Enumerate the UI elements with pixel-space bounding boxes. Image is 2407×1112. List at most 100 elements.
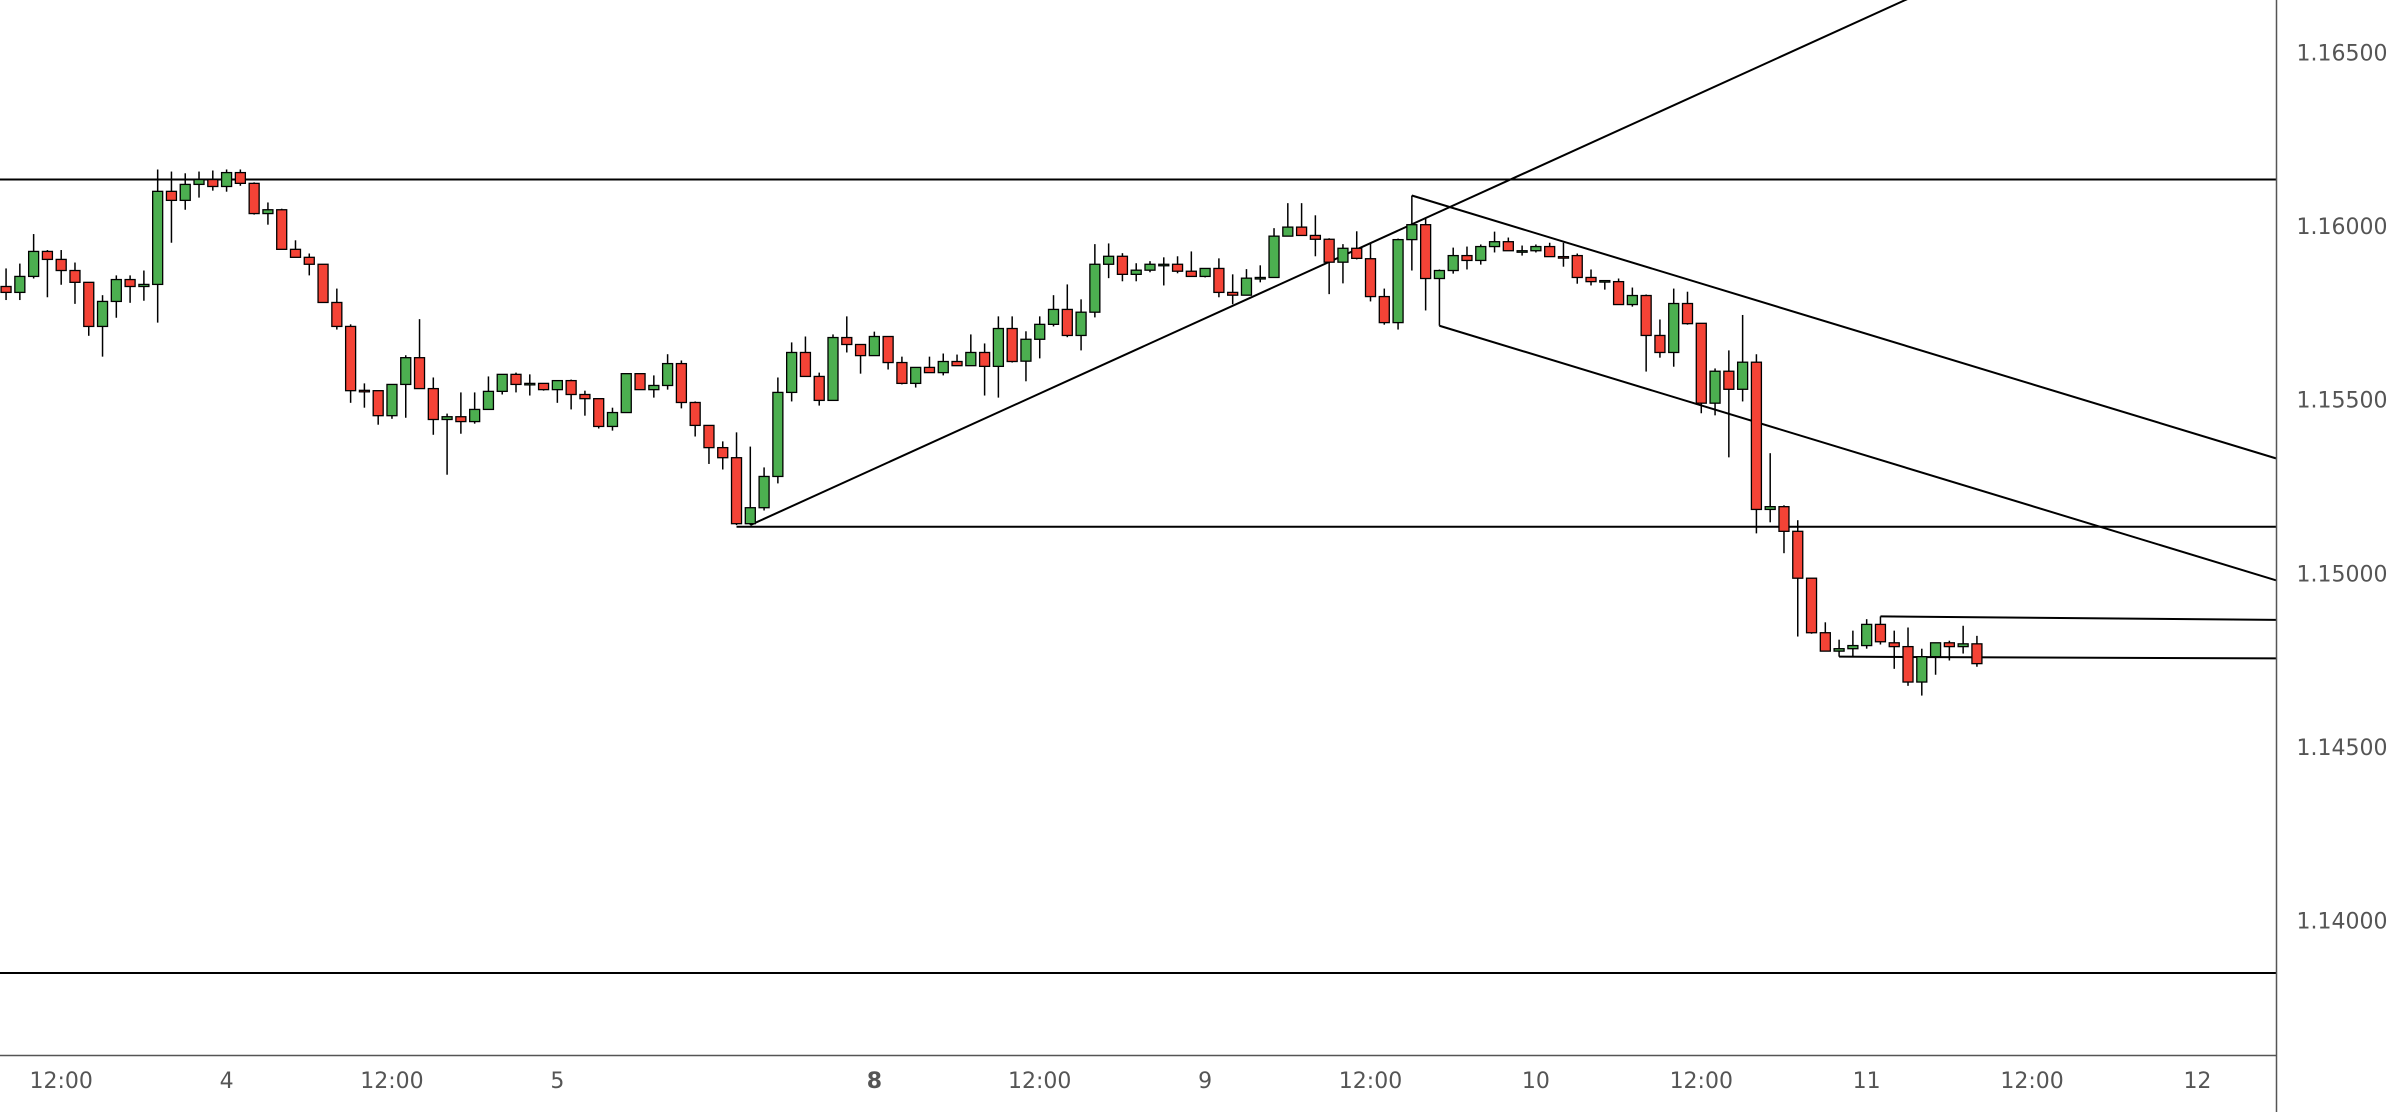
- candle[interactable]: [1433, 269, 1446, 326]
- candle[interactable]: [978, 343, 991, 396]
- candle[interactable]: [1158, 257, 1170, 286]
- candle[interactable]: [1406, 195, 1418, 271]
- candle[interactable]: [1626, 287, 1639, 307]
- candle[interactable]: [827, 334, 839, 402]
- candle[interactable]: [1254, 265, 1266, 283]
- candle[interactable]: [1571, 253, 1583, 284]
- candle[interactable]: [703, 424, 715, 464]
- candle[interactable]: [14, 263, 26, 301]
- candle[interactable]: [1295, 203, 1308, 237]
- candle[interactable]: [1282, 203, 1294, 237]
- candle[interactable]: [289, 240, 302, 258]
- candle[interactable]: [841, 316, 853, 353]
- candle[interactable]: [1805, 577, 1818, 634]
- candle[interactable]: [96, 295, 109, 357]
- candle[interactable]: [1847, 630, 1859, 657]
- candle[interactable]: [854, 343, 867, 374]
- price-axis-panel[interactable]: [2277, 0, 2407, 1112]
- candle[interactable]: [1544, 242, 1556, 258]
- candle[interactable]: [69, 262, 81, 304]
- candle[interactable]: [689, 401, 701, 437]
- candle[interactable]: [0, 268, 12, 301]
- candle[interactable]: [55, 250, 67, 285]
- candle[interactable]: [1020, 331, 1032, 382]
- candle[interactable]: [124, 275, 136, 303]
- candle[interactable]: [1861, 619, 1873, 649]
- candle[interactable]: [1034, 316, 1046, 359]
- candle[interactable]: [1447, 247, 1459, 274]
- candle[interactable]: [1709, 368, 1721, 416]
- candle[interactable]: [1419, 218, 1432, 311]
- candle[interactable]: [910, 366, 922, 388]
- candle[interactable]: [634, 373, 646, 391]
- candle[interactable]: [923, 356, 936, 374]
- candle[interactable]: [427, 377, 439, 435]
- candle[interactable]: [303, 253, 315, 276]
- candle[interactable]: [496, 373, 508, 395]
- candle[interactable]: [1723, 350, 1735, 458]
- rising-trendline[interactable]: [749, 0, 2276, 526]
- candle[interactable]: [1888, 630, 1900, 669]
- candle[interactable]: [579, 390, 591, 416]
- candle[interactable]: [165, 171, 178, 243]
- candle[interactable]: [1654, 319, 1666, 358]
- candle[interactable]: [344, 324, 357, 403]
- candle[interactable]: [1213, 258, 1225, 298]
- candle[interactable]: [193, 171, 205, 198]
- candle[interactable]: [110, 275, 122, 318]
- candle[interactable]: [1792, 520, 1804, 637]
- candle[interactable]: [317, 263, 329, 304]
- candle[interactable]: [717, 441, 729, 470]
- candle[interactable]: [1557, 242, 1570, 267]
- candle[interactable]: [1916, 648, 1928, 696]
- candle[interactable]: [248, 182, 260, 215]
- candle[interactable]: [937, 353, 949, 376]
- candle[interactable]: [276, 208, 288, 250]
- candle[interactable]: [386, 383, 398, 419]
- candle[interactable]: [1957, 625, 1969, 654]
- candle[interactable]: [882, 335, 894, 370]
- candle[interactable]: [992, 316, 1005, 398]
- candle[interactable]: [744, 446, 756, 526]
- time-axis-panel[interactable]: [0, 1056, 2277, 1112]
- candle[interactable]: [1075, 299, 1087, 351]
- candle[interactable]: [1971, 635, 1983, 667]
- candle[interactable]: [234, 169, 247, 186]
- candle[interactable]: [896, 356, 908, 385]
- candle[interactable]: [510, 372, 522, 393]
- candle[interactable]: [1227, 274, 1239, 305]
- candle[interactable]: [1309, 215, 1322, 257]
- candle[interactable]: [1337, 244, 1349, 284]
- candle[interactable]: [661, 354, 674, 390]
- candle[interactable]: [1461, 246, 1473, 270]
- candle[interactable]: [1475, 244, 1487, 265]
- candle[interactable]: [1612, 278, 1625, 306]
- candle[interactable]: [772, 377, 784, 484]
- candle[interactable]: [730, 432, 743, 526]
- candle[interactable]: [179, 173, 191, 210]
- candle[interactable]: [138, 270, 150, 301]
- candle[interactable]: [965, 334, 977, 367]
- candle[interactable]: [1736, 314, 1749, 402]
- candle[interactable]: [1943, 640, 1956, 661]
- channel-upper-line[interactable]: [1411, 194, 2277, 460]
- candle[interactable]: [83, 281, 95, 336]
- candle[interactable]: [413, 319, 426, 390]
- candle[interactable]: [1268, 228, 1280, 279]
- candle[interactable]: [868, 331, 880, 357]
- candle[interactable]: [27, 234, 40, 279]
- candle[interactable]: [262, 202, 274, 225]
- candle[interactable]: [1585, 269, 1597, 286]
- range-high-ray[interactable]: [1880, 615, 2277, 621]
- candle[interactable]: [1047, 295, 1060, 327]
- candle[interactable]: [1171, 256, 1184, 274]
- candle[interactable]: [606, 407, 619, 431]
- candle[interactable]: [1089, 244, 1101, 318]
- candle[interactable]: [758, 467, 770, 511]
- candle[interactable]: [400, 355, 412, 418]
- candle[interactable]: [551, 379, 564, 403]
- candle[interactable]: [524, 374, 536, 396]
- candle[interactable]: [1392, 238, 1404, 330]
- candle[interactable]: [537, 382, 550, 391]
- candle[interactable]: [1006, 316, 1018, 363]
